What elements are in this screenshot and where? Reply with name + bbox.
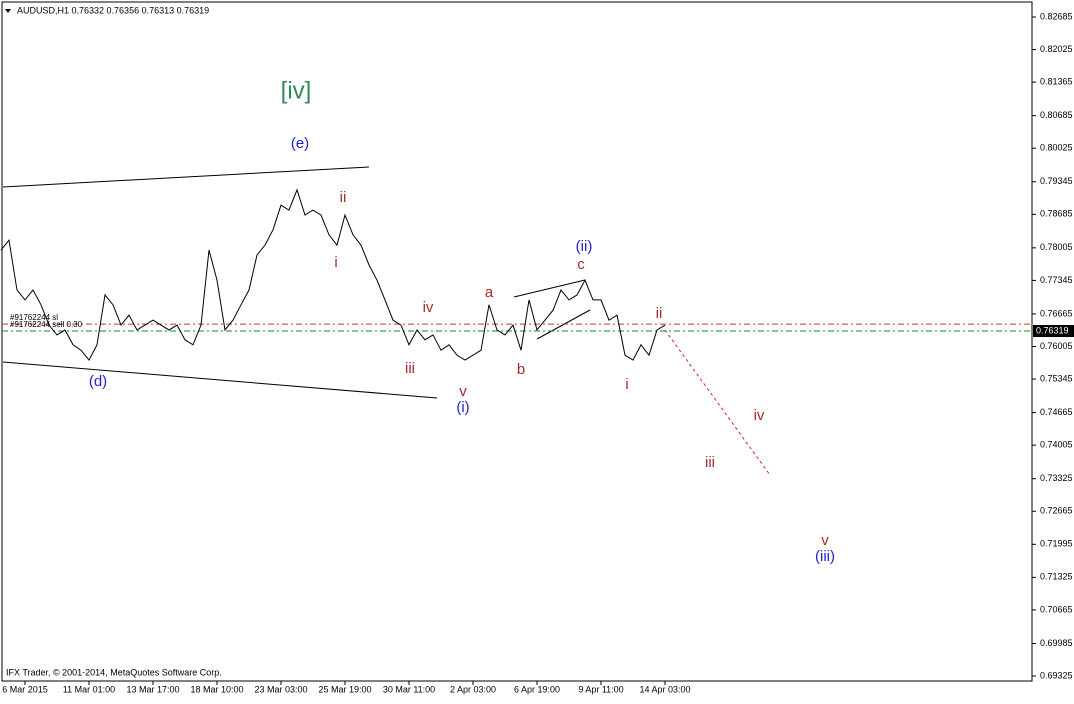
x-tick-label: 11 Mar 01:00 <box>63 684 115 694</box>
footer: IFX Trader, © 2001-2014, MetaQuotes Soft… <box>6 667 222 677</box>
x-tick-label: 30 Mar 11:00 <box>383 684 435 694</box>
x-tick-label: 18 Mar 10:00 <box>190 684 243 694</box>
wave-label: a <box>485 284 494 301</box>
x-tick-label: 14 Apr 03:00 <box>639 684 690 694</box>
x-tick-label: 6 Apr 19:00 <box>514 684 560 694</box>
y-tick-label: 0.82025 <box>1040 44 1073 54</box>
wave-label: i <box>625 376 628 393</box>
y-tick-label: 0.78685 <box>1040 209 1073 219</box>
y-tick-label: 0.73325 <box>1040 473 1073 483</box>
current-price-box <box>1033 325 1074 338</box>
y-tick-label: 0.72665 <box>1040 506 1073 516</box>
y-tick-label: 0.80025 <box>1040 143 1073 153</box>
wave-label: (ii) <box>576 238 593 255</box>
y-tick-label: 0.78005 <box>1040 242 1073 252</box>
y-tick-label: 0.74665 <box>1040 407 1073 417</box>
trendline <box>513 279 586 298</box>
y-tick-label: 0.81365 <box>1040 76 1073 86</box>
wave-label: (d) <box>89 373 107 390</box>
wave-label: ii <box>340 189 347 206</box>
x-tick-label: 13 Mar 17:00 <box>126 684 179 694</box>
y-tick-label: 0.69985 <box>1040 638 1073 648</box>
y-tick-label: 0.76665 <box>1040 308 1073 318</box>
wave-label: iii <box>405 360 415 377</box>
wave-label: iv <box>754 407 765 424</box>
x-tick-label: 2 Apr 03:00 <box>450 684 496 694</box>
trendline <box>2 361 438 399</box>
y-tick-label: 0.82685 <box>1040 11 1073 21</box>
y-tick-label: 0.80685 <box>1040 110 1073 120</box>
y-tick-label: 0.77345 <box>1040 275 1073 285</box>
wave-label: (i) <box>456 399 469 416</box>
wave-label: ii <box>656 305 663 322</box>
order-label: #91762244 sl <box>10 313 58 322</box>
wave-label: [iv] <box>281 77 312 104</box>
chart-title: AUDUSD,H1 0.76332 0.76356 0.76313 0.7631… <box>17 5 209 15</box>
current-price-label: 0.76319 <box>1036 325 1069 335</box>
y-tick-label: 0.71325 <box>1040 572 1073 582</box>
wave-label: (iii) <box>815 548 835 565</box>
y-tick-label: 0.79345 <box>1040 176 1073 186</box>
wave-label: c <box>577 256 585 273</box>
x-tick-label: 6 Mar 2015 <box>2 684 48 694</box>
wave-label: i <box>334 254 337 271</box>
y-tick-label: 0.69325 <box>1040 670 1073 680</box>
wave-label: iii <box>705 454 715 471</box>
trendline <box>2 166 370 188</box>
plot-frame <box>1 1 1033 682</box>
y-tick-label: 0.70665 <box>1040 604 1073 614</box>
order-label: #91762244 sell 0.30 <box>10 320 83 329</box>
x-tick-label: 9 Apr 11:00 <box>578 684 623 694</box>
y-tick-label: 0.74005 <box>1040 440 1073 450</box>
x-tick-label: 23 Mar 03:00 <box>254 684 307 694</box>
wave-label: v <box>821 532 829 549</box>
y-tick-label: 0.71995 <box>1040 539 1073 549</box>
x-tick-label: 25 Mar 19:00 <box>318 684 371 694</box>
price-line <box>0 188 666 361</box>
y-tick-label: 0.75345 <box>1040 373 1073 383</box>
menu-arrow <box>5 9 11 13</box>
wave-label: b <box>517 361 525 378</box>
wave-label: iv <box>423 299 434 316</box>
wave-label: v <box>459 383 467 400</box>
wave-label: (e) <box>291 135 309 152</box>
y-tick-label: 0.76005 <box>1040 341 1073 351</box>
